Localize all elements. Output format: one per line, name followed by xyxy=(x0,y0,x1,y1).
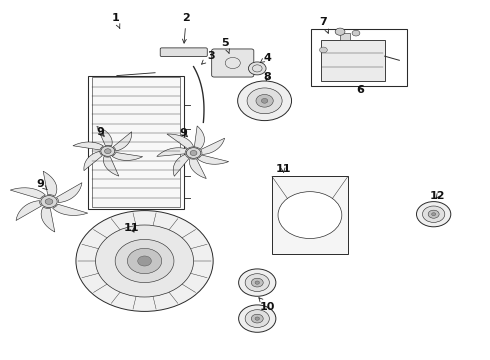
Circle shape xyxy=(101,146,115,156)
Text: 2: 2 xyxy=(182,13,190,43)
Polygon shape xyxy=(197,155,229,164)
Bar xyxy=(311,29,407,86)
Circle shape xyxy=(416,202,451,227)
Circle shape xyxy=(115,239,174,283)
Circle shape xyxy=(186,148,201,158)
Polygon shape xyxy=(103,157,119,176)
Circle shape xyxy=(319,47,327,53)
Circle shape xyxy=(104,149,111,154)
Circle shape xyxy=(255,317,260,320)
Polygon shape xyxy=(190,158,206,179)
Polygon shape xyxy=(97,126,112,146)
Polygon shape xyxy=(41,207,55,232)
Text: 4: 4 xyxy=(260,53,271,63)
Text: 1: 1 xyxy=(111,13,120,28)
Circle shape xyxy=(428,210,439,218)
Circle shape xyxy=(352,30,360,36)
Polygon shape xyxy=(43,171,57,196)
FancyBboxPatch shape xyxy=(212,49,254,77)
Text: 9: 9 xyxy=(36,179,47,190)
Polygon shape xyxy=(16,201,42,221)
Text: 11: 11 xyxy=(123,223,139,233)
Circle shape xyxy=(261,98,268,103)
Text: 12: 12 xyxy=(430,191,445,201)
Bar xyxy=(272,176,348,254)
Polygon shape xyxy=(112,152,143,161)
Bar xyxy=(88,76,184,209)
FancyBboxPatch shape xyxy=(160,48,207,57)
Polygon shape xyxy=(195,126,204,149)
Circle shape xyxy=(248,62,266,75)
Polygon shape xyxy=(10,188,46,199)
Circle shape xyxy=(335,28,345,35)
Polygon shape xyxy=(84,152,102,171)
Circle shape xyxy=(251,314,263,323)
Circle shape xyxy=(190,150,197,156)
Bar xyxy=(92,77,180,207)
Circle shape xyxy=(45,199,53,204)
Circle shape xyxy=(138,256,151,266)
Polygon shape xyxy=(73,142,103,150)
Circle shape xyxy=(245,274,270,292)
Circle shape xyxy=(239,269,276,296)
Text: 7: 7 xyxy=(319,17,329,33)
Circle shape xyxy=(76,211,213,311)
Circle shape xyxy=(247,88,282,114)
Polygon shape xyxy=(167,134,194,149)
Polygon shape xyxy=(157,148,187,157)
Circle shape xyxy=(41,195,57,208)
Text: 3: 3 xyxy=(201,51,215,64)
Text: 10: 10 xyxy=(259,298,275,312)
Circle shape xyxy=(238,81,292,121)
Circle shape xyxy=(239,305,276,332)
Bar xyxy=(340,33,350,40)
Circle shape xyxy=(256,94,273,107)
Circle shape xyxy=(127,248,162,274)
Polygon shape xyxy=(173,154,189,176)
Circle shape xyxy=(245,310,270,328)
Circle shape xyxy=(278,192,342,239)
Circle shape xyxy=(251,278,263,287)
Text: 8: 8 xyxy=(263,72,271,82)
Polygon shape xyxy=(200,138,224,154)
Circle shape xyxy=(96,225,194,297)
Bar xyxy=(321,40,385,81)
Polygon shape xyxy=(113,132,132,151)
Text: 6: 6 xyxy=(356,85,364,95)
Text: 11: 11 xyxy=(275,164,291,174)
Circle shape xyxy=(255,281,260,284)
Text: 9: 9 xyxy=(180,128,188,138)
Polygon shape xyxy=(56,183,82,203)
Circle shape xyxy=(422,206,445,222)
Polygon shape xyxy=(52,204,88,215)
Circle shape xyxy=(432,213,436,216)
Text: 5: 5 xyxy=(221,38,229,54)
Text: 9: 9 xyxy=(97,127,104,138)
